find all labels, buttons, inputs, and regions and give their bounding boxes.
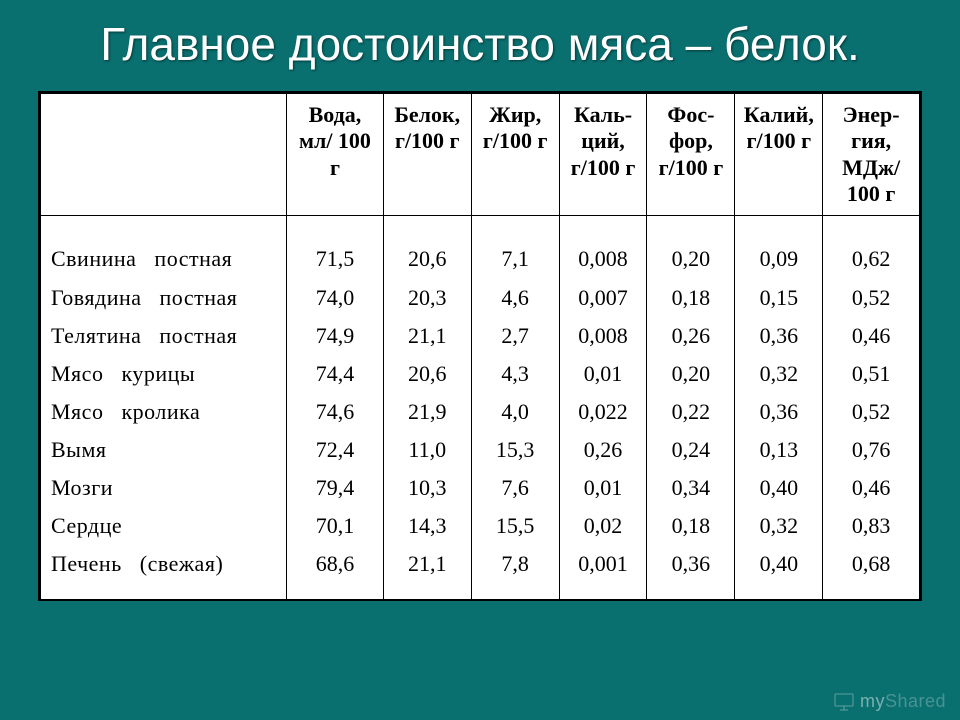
cell-value: 21,9	[383, 393, 471, 431]
cell-value: 0,01	[559, 355, 647, 393]
cell-value: 79,4	[287, 469, 384, 507]
col-header: Ка­лий, г/100 г	[735, 93, 823, 216]
nutrition-table-wrap: Вода, мл/ 100 гБелок, г/100 гЖир, г/100 …	[38, 91, 922, 601]
cell-value: 0,26	[559, 431, 647, 469]
cell-value: 0,008	[559, 216, 647, 279]
cell-value: 0,36	[647, 545, 735, 599]
row-name: Говядина постная	[41, 279, 287, 317]
cell-value: 0,46	[823, 317, 920, 355]
table-row: Печень (свежая)68,621,17,80,0010,360,400…	[41, 545, 920, 599]
cell-value: 14,3	[383, 507, 471, 545]
cell-value: 0,001	[559, 545, 647, 599]
cell-value: 0,68	[823, 545, 920, 599]
row-name: Вымя	[41, 431, 287, 469]
cell-value: 0,52	[823, 393, 920, 431]
cell-value: 0,18	[647, 507, 735, 545]
cell-value: 20,3	[383, 279, 471, 317]
cell-value: 0,40	[735, 469, 823, 507]
cell-value: 20,6	[383, 216, 471, 279]
cell-value: 72,4	[287, 431, 384, 469]
col-header-name	[41, 93, 287, 216]
row-name: Свинина постная	[41, 216, 287, 279]
col-header: Каль­ций, г/100 г	[559, 93, 647, 216]
cell-value: 0,18	[647, 279, 735, 317]
cell-value: 21,1	[383, 545, 471, 599]
cell-value: 74,0	[287, 279, 384, 317]
table-row: Мозги79,410,37,60,010,340,400,46	[41, 469, 920, 507]
cell-value: 70,1	[287, 507, 384, 545]
cell-value: 7,6	[471, 469, 559, 507]
cell-value: 0,32	[735, 507, 823, 545]
row-name: Мозги	[41, 469, 287, 507]
table-row: Сердце70,114,315,50,020,180,320,83	[41, 507, 920, 545]
cell-value: 7,1	[471, 216, 559, 279]
cell-value: 0,13	[735, 431, 823, 469]
cell-value: 0,36	[735, 393, 823, 431]
cell-value: 0,02	[559, 507, 647, 545]
table-row: Свинина постная71,520,67,10,0080,200,090…	[41, 216, 920, 279]
cell-value: 0,022	[559, 393, 647, 431]
col-header: Вода, мл/ 100 г	[287, 93, 384, 216]
cell-value: 0,20	[647, 355, 735, 393]
cell-value: 0,26	[647, 317, 735, 355]
cell-value: 74,6	[287, 393, 384, 431]
cell-value: 0,76	[823, 431, 920, 469]
cell-value: 0,62	[823, 216, 920, 279]
cell-value: 0,52	[823, 279, 920, 317]
row-name: Печень (свежая)	[41, 545, 287, 599]
cell-value: 74,4	[287, 355, 384, 393]
cell-value: 71,5	[287, 216, 384, 279]
col-header: Фос­фор, г/100 г	[647, 93, 735, 216]
presentation-icon	[834, 693, 854, 711]
table-row: Вымя72,411,015,30,260,240,130,76	[41, 431, 920, 469]
cell-value: 15,3	[471, 431, 559, 469]
cell-value: 0,007	[559, 279, 647, 317]
slide-title: Главное достоинство мяса – белок.	[0, 0, 960, 81]
cell-value: 0,22	[647, 393, 735, 431]
col-header: Энер­гия, МДж/ 100 г	[823, 93, 920, 216]
cell-value: 74,9	[287, 317, 384, 355]
watermark-suffix: Shared	[885, 691, 946, 711]
table-row: Мясо курицы74,420,64,30,010,200,320,51	[41, 355, 920, 393]
col-header: Жир, г/100 г	[471, 93, 559, 216]
cell-value: 11,0	[383, 431, 471, 469]
table-row: Телятина постная74,921,12,70,0080,260,36…	[41, 317, 920, 355]
cell-value: 0,20	[647, 216, 735, 279]
cell-value: 0,24	[647, 431, 735, 469]
cell-value: 0,008	[559, 317, 647, 355]
cell-value: 4,3	[471, 355, 559, 393]
table-row: Говядина постная74,020,34,60,0070,180,15…	[41, 279, 920, 317]
cell-value: 4,0	[471, 393, 559, 431]
col-header: Белок, г/100 г	[383, 93, 471, 216]
watermark: myShared	[834, 691, 946, 712]
cell-value: 7,8	[471, 545, 559, 599]
cell-value: 20,6	[383, 355, 471, 393]
cell-value: 0,51	[823, 355, 920, 393]
row-name: Телятина постная	[41, 317, 287, 355]
row-name: Мясо кролика	[41, 393, 287, 431]
cell-value: 0,01	[559, 469, 647, 507]
slide: Главное достоинство мяса – белок. Вода, …	[0, 0, 960, 720]
cell-value: 0,46	[823, 469, 920, 507]
watermark-prefix: my	[860, 691, 885, 711]
row-name: Мясо курицы	[41, 355, 287, 393]
cell-value: 0,83	[823, 507, 920, 545]
cell-value: 4,6	[471, 279, 559, 317]
cell-value: 21,1	[383, 317, 471, 355]
nutrition-table: Вода, мл/ 100 гБелок, г/100 гЖир, г/100 …	[40, 93, 920, 599]
row-name: Сердце	[41, 507, 287, 545]
cell-value: 2,7	[471, 317, 559, 355]
table-header-row: Вода, мл/ 100 гБелок, г/100 гЖир, г/100 …	[41, 93, 920, 216]
cell-value: 10,3	[383, 469, 471, 507]
table-row: Мясо кролика74,621,94,00,0220,220,360,52	[41, 393, 920, 431]
cell-value: 0,34	[647, 469, 735, 507]
cell-value: 15,5	[471, 507, 559, 545]
cell-value: 0,36	[735, 317, 823, 355]
cell-value: 0,15	[735, 279, 823, 317]
cell-value: 0,09	[735, 216, 823, 279]
cell-value: 0,32	[735, 355, 823, 393]
cell-value: 68,6	[287, 545, 384, 599]
cell-value: 0,40	[735, 545, 823, 599]
